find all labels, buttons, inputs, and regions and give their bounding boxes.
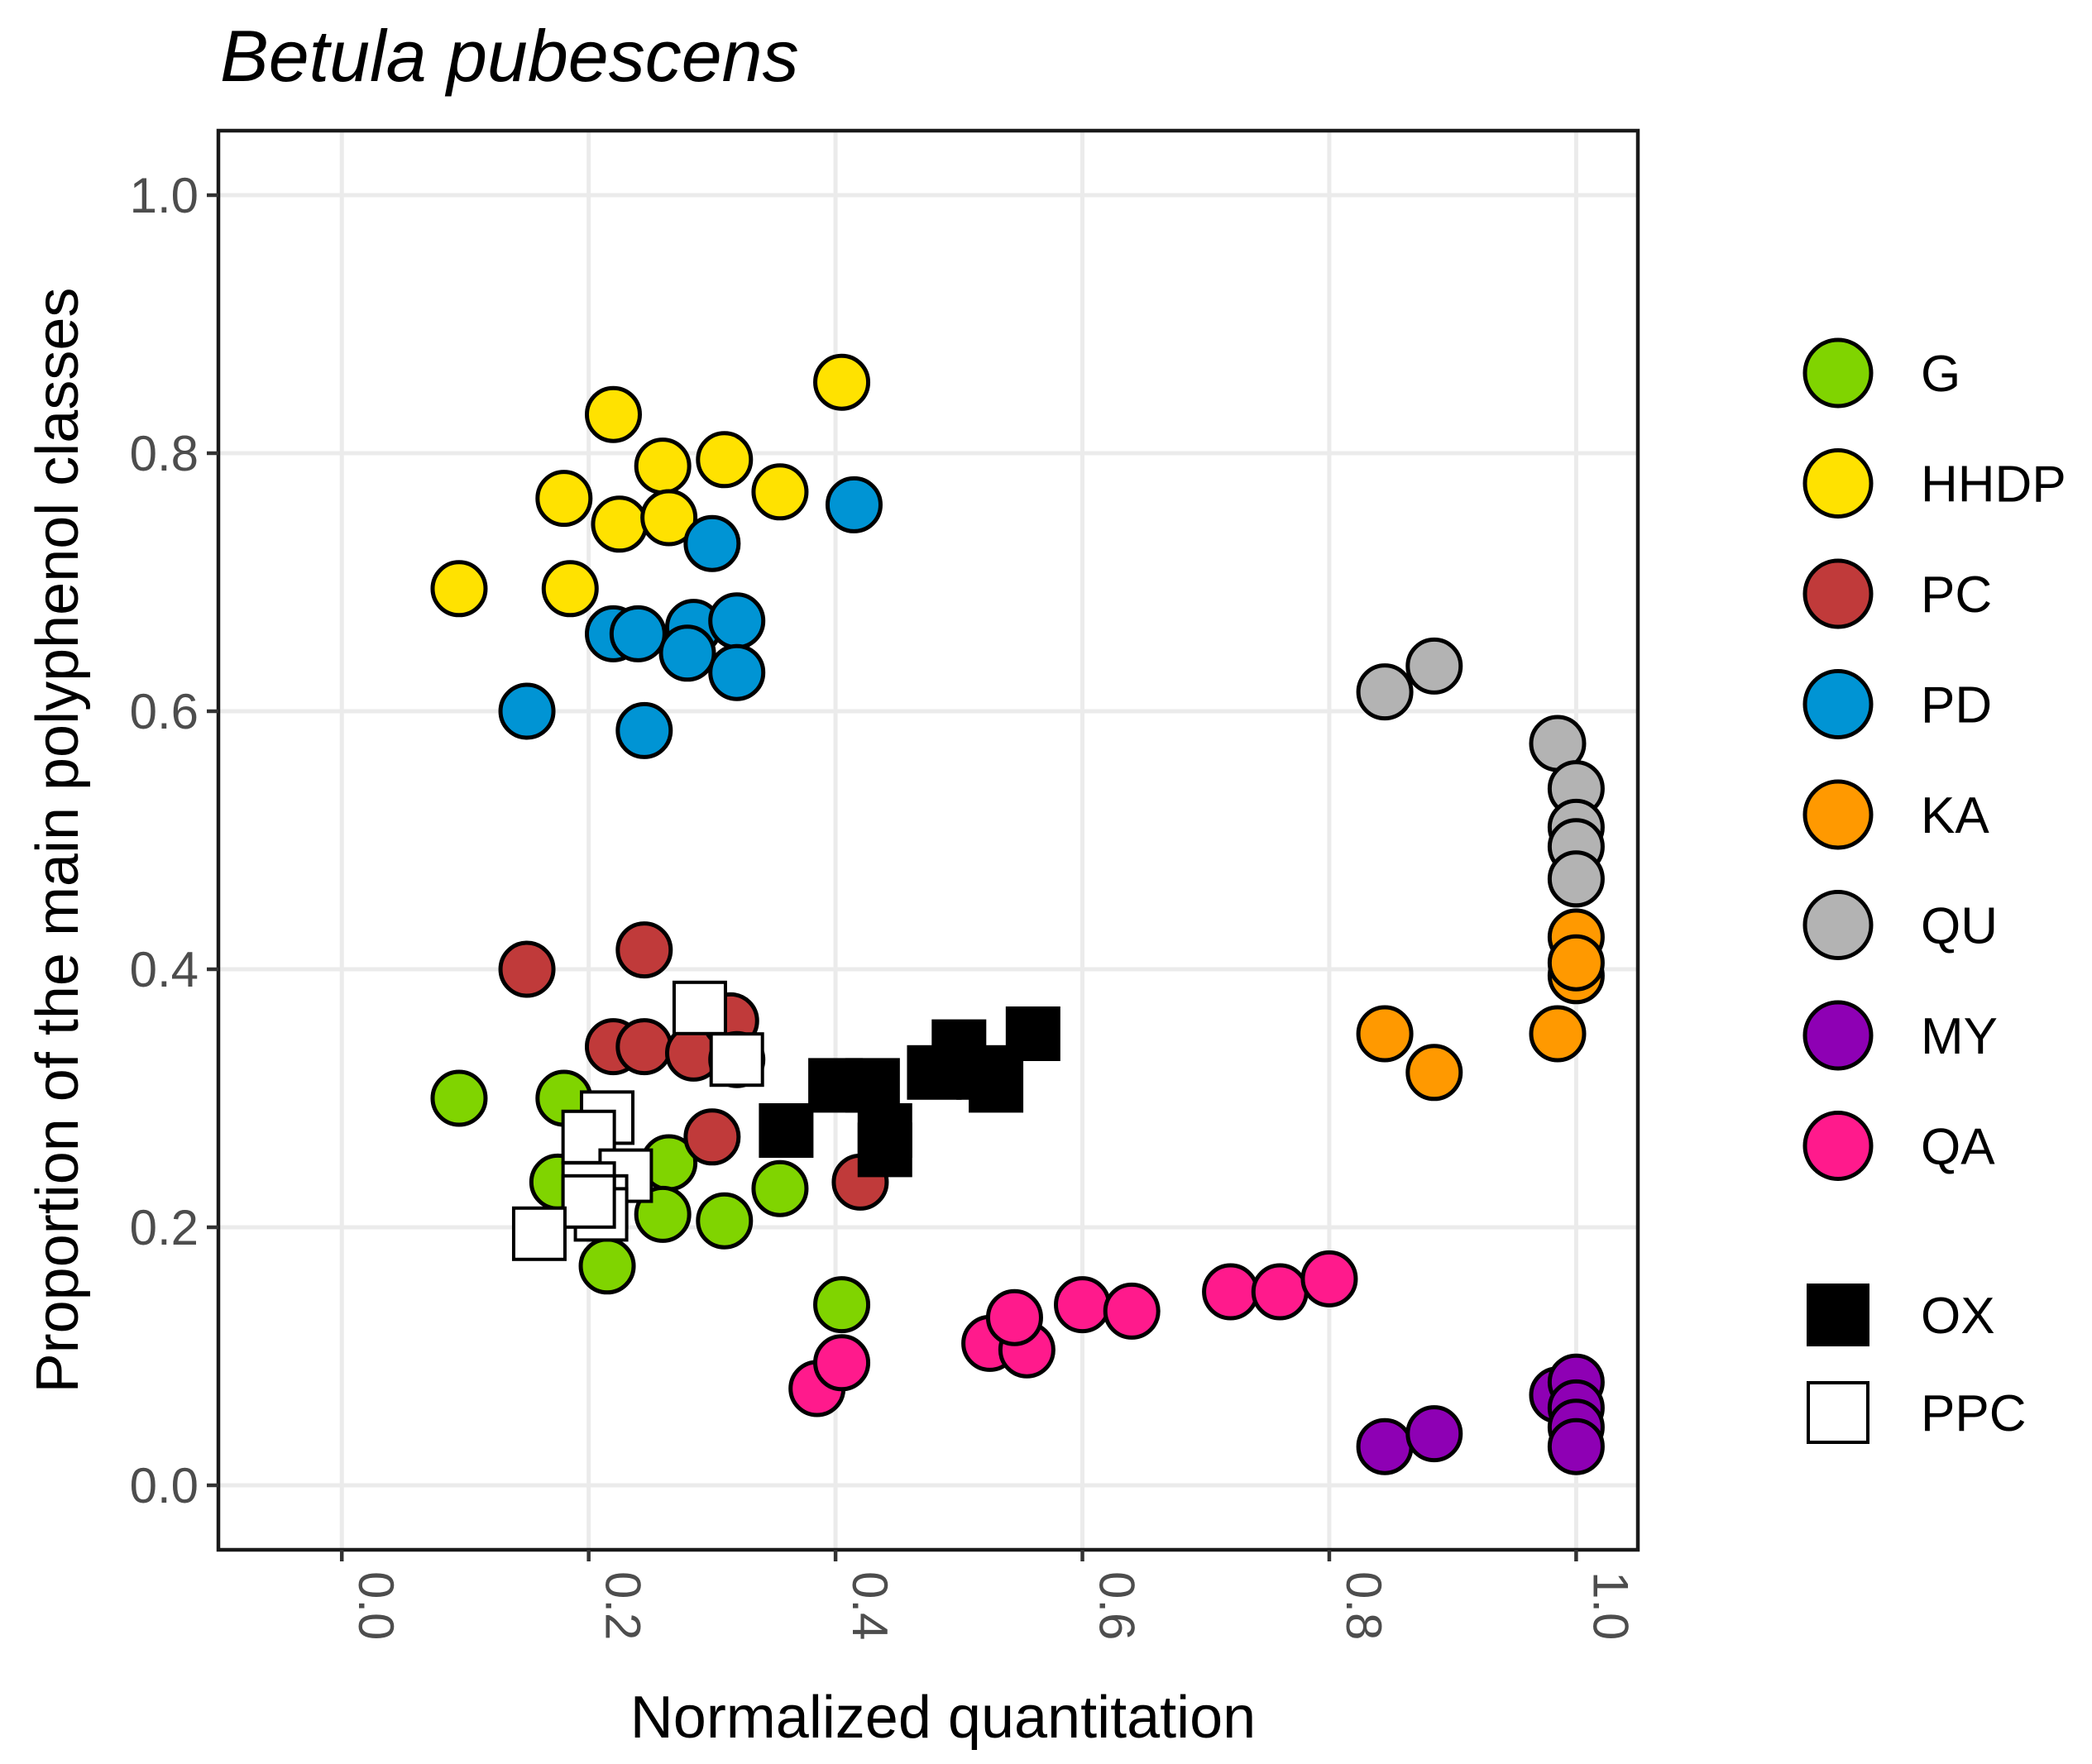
y-tick-label: 0.2 <box>130 1200 199 1255</box>
point-my <box>1547 1417 1605 1475</box>
point-ka <box>1529 1005 1587 1063</box>
legend-key-qu <box>1802 890 1874 960</box>
point-qu <box>1547 850 1605 908</box>
point-qa <box>985 1288 1043 1346</box>
plot-panel-border <box>216 128 1640 1552</box>
legend-key-qa <box>1802 1111 1874 1181</box>
x-tick-label: 0.0 <box>348 1571 404 1640</box>
point-my <box>1356 1417 1414 1475</box>
point-pc <box>615 921 673 979</box>
point-qa <box>1202 1263 1260 1321</box>
legend-label-qu: QU <box>1921 898 1998 955</box>
point-hhdp <box>813 353 871 411</box>
data-points <box>430 353 1605 1475</box>
point-qu <box>1356 663 1414 721</box>
legend-label-pc: PC <box>1921 566 1992 624</box>
legend-key-ox <box>1807 1284 1869 1346</box>
x-tick-label: 0.2 <box>596 1571 651 1640</box>
point-qa <box>1103 1282 1161 1340</box>
point-hhdp <box>430 560 488 618</box>
point-hhdp <box>541 560 599 618</box>
point-pd <box>609 605 667 662</box>
point-pc <box>683 1108 741 1166</box>
point-pc <box>615 1018 673 1076</box>
legend-key-hhdp <box>1802 448 1874 519</box>
point-g <box>430 1069 488 1127</box>
legend-key-ka <box>1802 779 1874 850</box>
point-hhdp <box>535 470 593 528</box>
grid-lines <box>218 131 1638 1550</box>
axes: 0.0 0.2 0.4 0.6 0.8 1.0 0.0 0.2 0.4 0.6 0.8 1.0 <box>130 168 1639 1640</box>
legend: G HHDP PC PD KA QU MY QA OX PPC <box>1802 337 2066 1444</box>
legend-label-qa: QA <box>1921 1119 1995 1176</box>
point-pd <box>615 701 673 759</box>
legend-label-hhdp: HHDP <box>1921 457 2066 514</box>
legend-key-g <box>1802 337 1874 409</box>
legend-key-ppc <box>1807 1381 1869 1444</box>
x-tick-label: 0.8 <box>1336 1571 1391 1640</box>
legend-label-ppc: PPC <box>1921 1385 2026 1442</box>
legend-label-g: G <box>1921 346 1960 403</box>
legend-label-pd: PD <box>1921 677 1992 734</box>
y-tick-label: 0.6 <box>130 684 199 739</box>
point-ox <box>969 1058 1024 1113</box>
point-hhdp <box>591 495 649 553</box>
point-ppc <box>709 1032 764 1088</box>
legend-label-my: MY <box>1921 1008 1998 1065</box>
x-axis-title: Normalized quantitation <box>630 1685 1256 1751</box>
point-pc <box>498 940 556 998</box>
point-my <box>1405 1405 1463 1463</box>
point-hhdp <box>696 431 754 489</box>
point-ka <box>1356 1005 1414 1063</box>
point-qa <box>813 1334 871 1392</box>
point-g <box>751 1159 809 1217</box>
point-ppc <box>561 1174 616 1229</box>
point-qa <box>1054 1276 1112 1334</box>
point-g <box>696 1192 754 1250</box>
legend-key-pc <box>1802 558 1874 629</box>
point-hhdp <box>751 463 809 521</box>
point-pd <box>658 624 716 682</box>
y-axis-title: Proportion of the main polyphenol classe… <box>25 288 91 1394</box>
point-ppc <box>672 980 727 1035</box>
legend-key-pd <box>1802 669 1874 739</box>
point-hhdp <box>640 489 698 547</box>
point-pd <box>708 592 766 650</box>
point-g <box>578 1237 636 1295</box>
legend-label-ox: OX <box>1921 1288 1995 1345</box>
point-ox <box>845 1058 900 1113</box>
x-tick-label: 1.0 <box>1582 1571 1638 1640</box>
point-pd <box>708 643 766 701</box>
point-ox <box>759 1103 814 1158</box>
legend-label-ka: KA <box>1921 787 1989 844</box>
point-ppc <box>511 1206 567 1261</box>
point-qa <box>1251 1263 1309 1321</box>
point-ox <box>1005 1006 1060 1061</box>
point-ka <box>1547 934 1605 992</box>
point-hhdp <box>584 385 642 443</box>
point-hhdp <box>634 437 692 495</box>
point-ka <box>1405 1044 1463 1102</box>
x-tick-label: 0.4 <box>842 1571 898 1640</box>
point-qa <box>1300 1250 1358 1307</box>
point-pd <box>498 682 556 740</box>
y-tick-label: 1.0 <box>130 168 199 223</box>
x-tick-label: 0.6 <box>1089 1571 1145 1640</box>
chart-title: Betula pubescens <box>220 15 799 97</box>
point-pd <box>825 476 883 533</box>
point-g <box>813 1276 871 1334</box>
legend-key-my <box>1802 1000 1874 1071</box>
point-pd <box>683 514 741 572</box>
y-tick-label: 0.8 <box>130 426 199 481</box>
y-tick-label: 0.4 <box>130 942 199 997</box>
y-tick-label: 0.0 <box>130 1458 199 1513</box>
point-ox <box>857 1122 912 1178</box>
point-qu <box>1405 637 1463 695</box>
